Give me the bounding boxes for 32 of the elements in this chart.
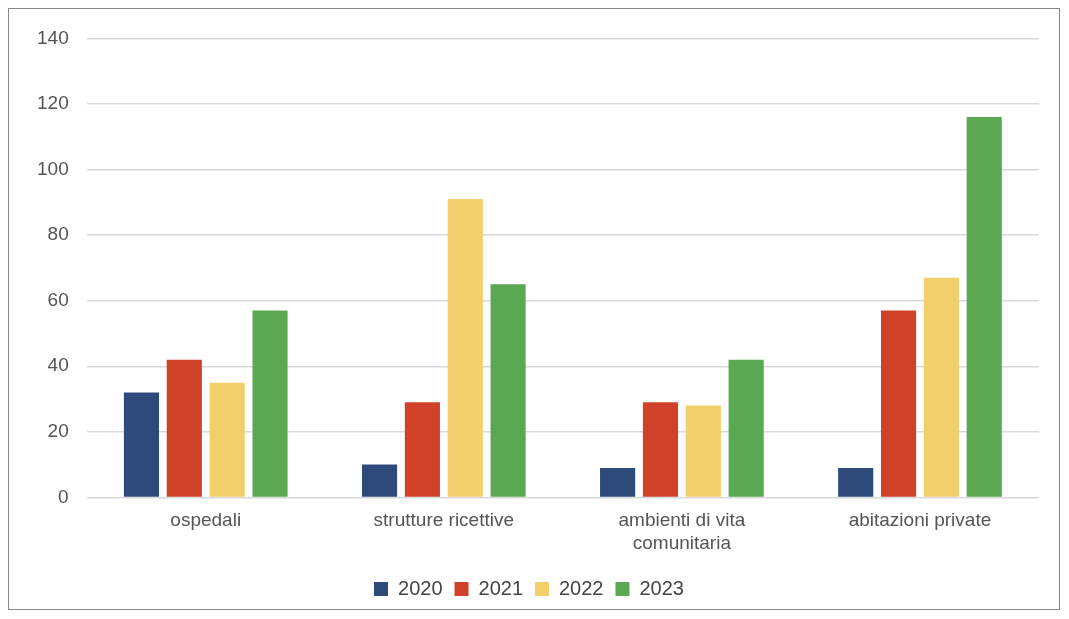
bar <box>490 284 526 497</box>
bar <box>447 199 483 497</box>
y-tick-label: 40 <box>47 354 69 376</box>
bar <box>209 382 245 497</box>
bar <box>923 277 959 497</box>
bar <box>642 402 679 497</box>
y-tick-label: 100 <box>37 157 69 179</box>
bar <box>728 359 764 497</box>
x-tick-label: strutture ricettive <box>373 509 515 531</box>
bar <box>966 117 1002 497</box>
legend-label: 2023 <box>639 576 684 599</box>
bar <box>361 464 398 497</box>
bar <box>404 402 440 497</box>
legend-label: 2021 <box>478 576 524 599</box>
bar <box>166 359 202 497</box>
y-tick-label: 120 <box>37 92 69 114</box>
y-tick-label: 140 <box>37 26 69 48</box>
legend-label: 2020 <box>398 576 443 599</box>
y-tick-label: 80 <box>47 223 69 245</box>
legend-label: 2022 <box>559 576 604 599</box>
bar <box>838 467 874 497</box>
x-tick-label: abitazioni private <box>848 509 992 531</box>
bar <box>252 310 288 497</box>
x-tick-label: ambienti di vita comunitaria <box>618 509 746 553</box>
bar <box>600 467 636 497</box>
bar <box>123 392 160 497</box>
bar <box>685 405 721 497</box>
bar <box>880 310 917 497</box>
x-tick-label: ospedali <box>170 509 242 531</box>
y-tick-label: 0 <box>58 485 69 507</box>
y-tick-label: 60 <box>47 288 69 310</box>
y-tick-label: 20 <box>47 420 69 442</box>
